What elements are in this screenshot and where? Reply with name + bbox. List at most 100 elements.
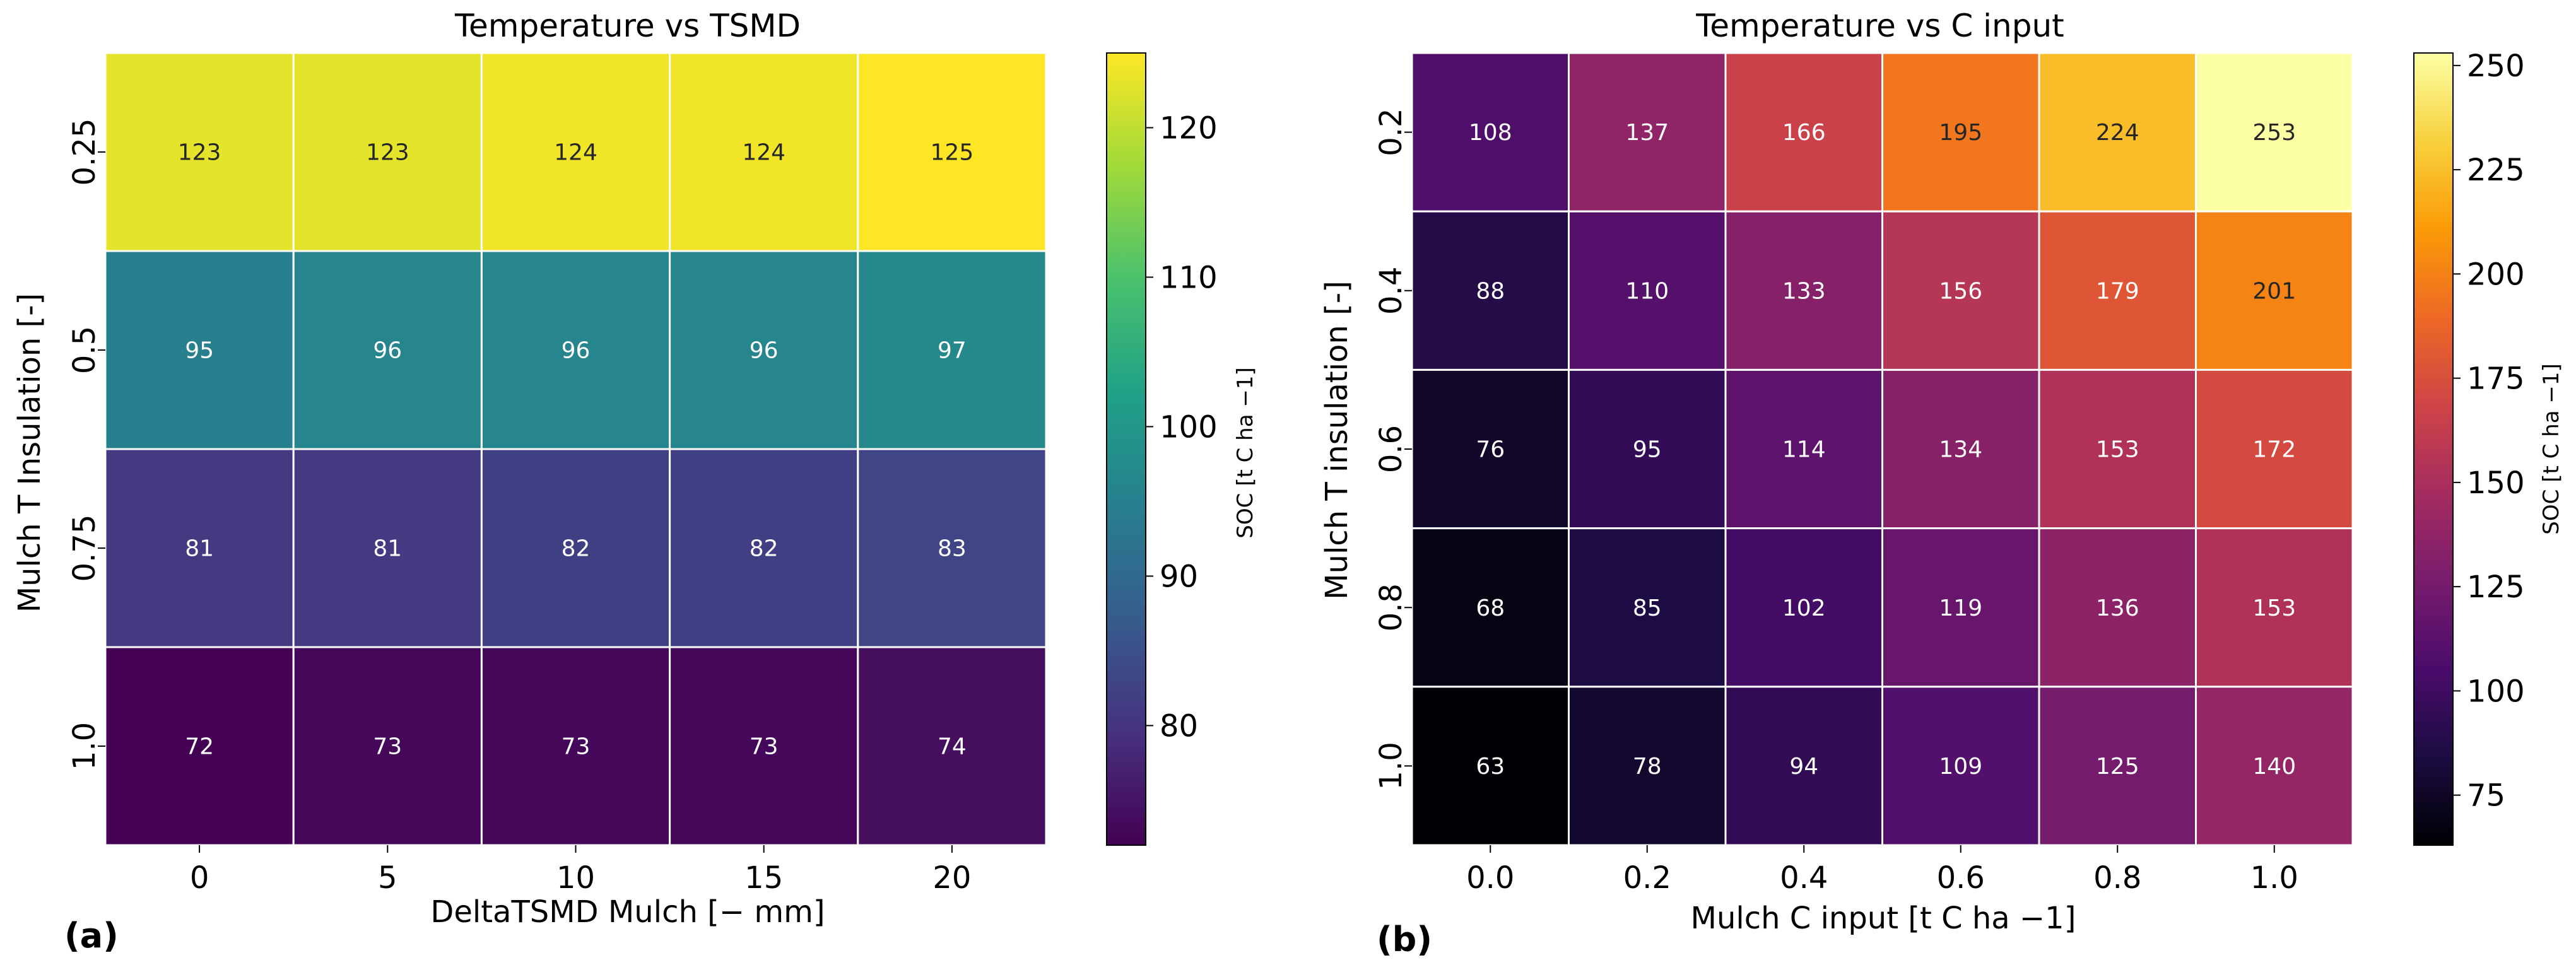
cell-value-label: 201 bbox=[2252, 278, 2296, 304]
x-tick-label: 0.4 bbox=[1780, 860, 1828, 896]
cell-value-label: 108 bbox=[1469, 120, 1512, 146]
cell-value-label: 76 bbox=[1476, 437, 1505, 463]
heatmap-cell bbox=[669, 52, 859, 252]
panel-a-ylabel: Mulch T Insulation [-] bbox=[12, 293, 47, 613]
cell-value-label: 123 bbox=[178, 140, 221, 166]
cell-value-label: 195 bbox=[1939, 120, 1982, 146]
cell-value-label: 96 bbox=[373, 338, 402, 364]
y-tick-label: 1.0 bbox=[1373, 742, 1409, 790]
colorbar-gradient bbox=[1106, 52, 1146, 846]
heatmap-cell bbox=[1724, 210, 1883, 371]
cell-value-label: 123 bbox=[366, 140, 409, 166]
y-tick-label: 0.5 bbox=[67, 326, 102, 374]
heatmap-cell bbox=[2195, 52, 2354, 213]
heatmap-cell bbox=[480, 448, 671, 648]
cell-value-label: 179 bbox=[2096, 278, 2139, 304]
cell-value-label: 97 bbox=[938, 338, 967, 364]
colorbar-tick-label: 200 bbox=[2467, 257, 2525, 292]
cell-value-label: 125 bbox=[2096, 754, 2139, 780]
cell-value-label: 253 bbox=[2252, 120, 2296, 146]
cell-value-label: 133 bbox=[1782, 278, 1826, 304]
cell-value-label: 73 bbox=[750, 734, 779, 760]
heatmap-cell bbox=[1411, 210, 1570, 371]
heatmap-cell bbox=[1568, 52, 1727, 213]
x-tick-label: 1.0 bbox=[2250, 860, 2298, 896]
x-tick-label: 0.2 bbox=[1623, 860, 1671, 896]
cell-value-label: 172 bbox=[2252, 437, 2296, 463]
x-tick-label: 0.6 bbox=[1937, 860, 1985, 896]
x-tick-label: 0.8 bbox=[2093, 860, 2141, 896]
heatmap-cell bbox=[669, 448, 859, 648]
heatmap-cell bbox=[1881, 210, 2040, 371]
colorbar-tick-label: 100 bbox=[2467, 674, 2525, 709]
heatmap-cell bbox=[1411, 368, 1570, 530]
heatmap-cell bbox=[104, 52, 295, 252]
cell-value-label: 124 bbox=[742, 140, 785, 166]
cell-value-label: 96 bbox=[750, 338, 779, 364]
cell-value-label: 102 bbox=[1782, 595, 1826, 621]
panel-b-x-ticks: 0.0 0.2 0.4 0.6 0.8 1.0 bbox=[1466, 845, 2298, 896]
panel-a-x-ticks: 0 5 10 15 20 bbox=[190, 845, 971, 896]
y-tick-label: 0.6 bbox=[1373, 425, 1409, 473]
cell-value-label: 68 bbox=[1476, 595, 1505, 621]
heatmap-cell bbox=[1724, 52, 1883, 213]
y-tick-label: 1.0 bbox=[67, 722, 102, 770]
heatmap-cell bbox=[1881, 52, 2040, 213]
cell-value-label: 124 bbox=[554, 140, 597, 166]
heatmap-cell bbox=[1568, 368, 1727, 530]
colorbar-tick-label: 120 bbox=[1160, 110, 1218, 146]
heatmap-cell bbox=[480, 52, 671, 252]
y-tick-label: 0.8 bbox=[1373, 583, 1409, 631]
panel-a-colorbar-label: SOC [t C ha −1] bbox=[1233, 367, 1258, 538]
cell-value-label: 166 bbox=[1782, 120, 1826, 146]
heatmap-cell bbox=[1411, 52, 1570, 213]
cell-value-label: 78 bbox=[1633, 754, 1662, 780]
x-tick-label: 0.0 bbox=[1466, 860, 1514, 896]
y-tick-label: 0.4 bbox=[1373, 267, 1409, 315]
heatmap-cell bbox=[857, 250, 1047, 450]
heatmap-cell bbox=[292, 52, 483, 252]
cell-value-label: 81 bbox=[373, 536, 402, 562]
heatmap-cell bbox=[480, 646, 671, 846]
panel-a-y-ticks: 0.25 0.5 0.75 1.0 bbox=[67, 119, 105, 770]
colorbar-tick-label: 175 bbox=[2467, 361, 2525, 397]
panel-b-label: (b) bbox=[1377, 920, 1432, 959]
heatmap-cell bbox=[1411, 686, 1570, 846]
cell-value-label: 109 bbox=[1939, 754, 1982, 780]
cell-value-label: 136 bbox=[2096, 595, 2139, 621]
colorbar-tick-label: 225 bbox=[2467, 153, 2525, 188]
cell-value-label: 96 bbox=[562, 338, 591, 364]
colorbar-tick-label: 90 bbox=[1160, 559, 1198, 594]
cell-value-label: 137 bbox=[1625, 120, 1669, 146]
panel-a-heatmap: Temperature vs TSMD 123 123 124 124 125 95 96 9… bbox=[12, 8, 1258, 956]
panel-a-cells: 123 123 124 124 125 95 96 96 96 97 81 81 82 82 83 72 73 7… bbox=[104, 52, 1047, 846]
colorbar-tick-label: 80 bbox=[1160, 708, 1198, 744]
cell-value-label: 83 bbox=[938, 536, 967, 562]
colorbar-tick-label: 250 bbox=[2467, 49, 2525, 84]
heatmap-cell bbox=[1568, 210, 1727, 371]
panel-b-xlabel: Mulch C input [t C ha −1] bbox=[1691, 901, 2076, 936]
colorbar-tick-label: 75 bbox=[2467, 778, 2505, 814]
heatmap-cell bbox=[2195, 368, 2354, 530]
colorbar-tick-label: 100 bbox=[1160, 409, 1218, 445]
cell-value-label: 73 bbox=[373, 734, 402, 760]
cell-value-label: 153 bbox=[2252, 595, 2296, 621]
cell-value-label: 81 bbox=[185, 536, 214, 562]
cell-value-label: 95 bbox=[185, 338, 214, 364]
heatmap-cell bbox=[292, 646, 483, 846]
cell-value-label: 153 bbox=[2096, 437, 2139, 463]
heatmap-cell bbox=[857, 646, 1047, 846]
heatmap-cell bbox=[2195, 210, 2354, 371]
cell-value-label: 110 bbox=[1625, 278, 1669, 304]
panel-b-y-ticks: 0.2 0.4 0.6 0.8 1.0 bbox=[1373, 108, 1412, 790]
heatmap-cell bbox=[2038, 210, 2197, 371]
panel-b-heatmap: Temperature vs C input 108 137 166 195 224 25… bbox=[1319, 8, 2564, 959]
heatmap-cell bbox=[669, 646, 859, 846]
heatmap-cell bbox=[857, 52, 1047, 252]
cell-value-label: 82 bbox=[750, 536, 779, 562]
heatmap-cell bbox=[1724, 527, 1883, 688]
y-tick-label: 0.75 bbox=[67, 515, 102, 582]
cell-value-label: 125 bbox=[931, 140, 974, 166]
cell-value-label: 140 bbox=[2252, 754, 2296, 780]
heatmap-cell bbox=[104, 250, 295, 450]
